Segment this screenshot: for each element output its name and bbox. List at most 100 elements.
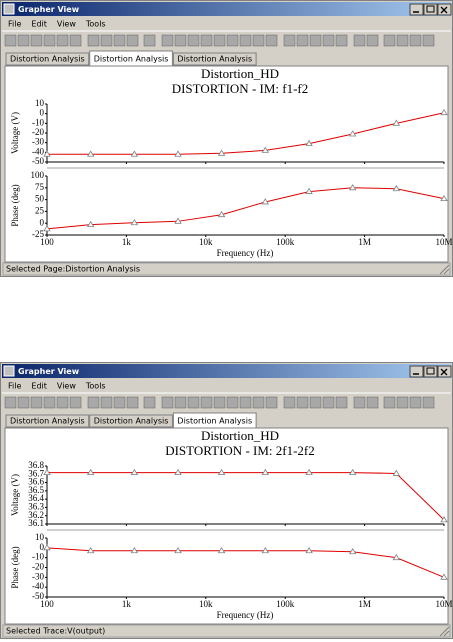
tab-label[interactable]: Distortion Analysis — [177, 55, 252, 64]
toolbar-icon[interactable] — [174, 396, 187, 409]
toolbar-icon[interactable] — [252, 396, 265, 409]
tab-label[interactable]: Distortion Analysis — [94, 55, 169, 64]
trace-marker — [86, 547, 95, 554]
toolbar-icon[interactable] — [174, 34, 187, 47]
toolbar-icon[interactable] — [283, 34, 296, 47]
maximize-button[interactable] — [423, 3, 438, 16]
toolbar-icon[interactable] — [335, 34, 348, 47]
tab-label[interactable]: Distortion Analysis — [10, 417, 85, 426]
menu-item[interactable]: Edit — [31, 382, 47, 391]
toolbar-icon[interactable] — [422, 396, 435, 409]
toolbar-icon[interactable] — [322, 34, 335, 47]
toolbar-icon[interactable] — [252, 34, 265, 47]
toolbar-icon[interactable] — [187, 34, 200, 47]
toolbar-icon[interactable] — [87, 396, 100, 409]
menu-item[interactable]: View — [57, 382, 76, 391]
toolbar-icon[interactable] — [69, 396, 82, 409]
toolbar-icon[interactable] — [226, 396, 239, 409]
toolbar-icon[interactable] — [126, 396, 139, 409]
menu-item[interactable]: File — [8, 382, 21, 391]
toolbar-icon[interactable] — [353, 34, 366, 47]
toolbar-icon[interactable] — [17, 396, 30, 409]
toolbar-icon[interactable] — [265, 34, 278, 47]
toolbar-icon[interactable] — [126, 34, 139, 47]
toolbar-icon[interactable] — [43, 396, 56, 409]
toolbar-icon[interactable] — [69, 34, 82, 47]
tab[interactable] — [89, 414, 173, 428]
toolbar-icon[interactable] — [200, 396, 213, 409]
toolbar-icon[interactable] — [161, 396, 174, 409]
trace-marker — [440, 573, 448, 580]
chart-title: Distortion_HD — [201, 428, 279, 443]
toolbar-icon[interactable] — [283, 396, 296, 409]
tab[interactable] — [5, 52, 90, 66]
menu-item[interactable]: Tools — [85, 382, 106, 391]
toolbar-icon[interactable] — [87, 34, 100, 47]
tab-label[interactable]: Distortion Analysis — [94, 417, 169, 426]
trace-marker — [261, 146, 270, 153]
toolbar-icon[interactable] — [30, 34, 43, 47]
toolbar-icon[interactable] — [296, 396, 309, 409]
toolbar-icon[interactable] — [322, 396, 335, 409]
toolbar-icon[interactable] — [226, 34, 239, 47]
menu-item[interactable]: File — [8, 20, 21, 29]
x-tick-label: 100 — [40, 237, 54, 247]
tab[interactable] — [172, 52, 257, 66]
toolbar-icon[interactable] — [113, 396, 126, 409]
toolbar-icon[interactable] — [265, 396, 278, 409]
minimize-button[interactable] — [409, 3, 424, 16]
max-glyph — [426, 367, 435, 375]
menu-item[interactable]: Edit — [31, 20, 47, 29]
x-tick-label: 10M — [435, 237, 452, 247]
toolbar-icon[interactable] — [56, 396, 69, 409]
toolbar-icon[interactable] — [187, 396, 200, 409]
toolbar-icon[interactable] — [30, 396, 43, 409]
trace-marker — [348, 130, 357, 137]
toolbar-icon[interactable] — [213, 396, 226, 409]
trace-marker — [305, 139, 313, 147]
toolbar-icon[interactable] — [113, 34, 126, 47]
toolbar-icon[interactable] — [143, 396, 156, 409]
toolbar-icon[interactable] — [422, 34, 435, 47]
toolbar-icon[interactable] — [335, 396, 348, 409]
tab[interactable] — [5, 414, 90, 428]
toolbar-icon[interactable] — [213, 34, 226, 47]
menu-item[interactable]: Tools — [85, 20, 106, 29]
toolbar-icon[interactable] — [396, 34, 409, 47]
toolbar-icon[interactable] — [409, 396, 422, 409]
toolbar-icon[interactable] — [309, 396, 322, 409]
toolbar-icon[interactable] — [100, 34, 113, 47]
toolbar-icon[interactable] — [43, 34, 56, 47]
toolbar-icon[interactable] — [239, 396, 252, 409]
toolbar-icon[interactable] — [396, 396, 409, 409]
toolbar-icon[interactable] — [296, 34, 309, 47]
toolbar-icon[interactable] — [383, 396, 396, 409]
toolbar-icon[interactable] — [366, 34, 379, 47]
x-axis-label: Frequency (Hz) — [217, 248, 274, 258]
toolbar-icon[interactable] — [100, 396, 113, 409]
toolbar-icon[interactable] — [161, 34, 174, 47]
tab-label[interactable]: Distortion Analysis — [177, 417, 252, 426]
trace-marker — [392, 553, 401, 561]
toolbar-icon[interactable] — [353, 396, 366, 409]
toolbar-icon[interactable] — [309, 34, 322, 47]
toolbar-icon[interactable] — [17, 34, 30, 47]
toolbar-icon[interactable] — [4, 396, 17, 409]
y-tick-label: 36.4 — [28, 493, 44, 503]
toolbar-icon[interactable] — [409, 34, 422, 47]
toolbar-icon[interactable] — [239, 34, 252, 47]
toolbar-icon[interactable] — [200, 34, 213, 47]
trace-marker — [174, 150, 182, 157]
window-title: Grapher View — [18, 5, 80, 14]
x-tick-label: 10M — [435, 599, 452, 609]
y-tick-label: 0 — [40, 542, 45, 552]
maximize-button[interactable] — [423, 365, 438, 378]
minimize-button[interactable] — [409, 365, 424, 378]
toolbar-icon[interactable] — [366, 396, 379, 409]
toolbar-icon[interactable] — [56, 34, 69, 47]
toolbar-icon[interactable] — [4, 34, 17, 47]
menu-item[interactable]: View — [57, 20, 76, 29]
toolbar-icon[interactable] — [143, 34, 156, 47]
tab-label[interactable]: Distortion Analysis — [10, 55, 85, 64]
toolbar-icon[interactable] — [383, 34, 396, 47]
